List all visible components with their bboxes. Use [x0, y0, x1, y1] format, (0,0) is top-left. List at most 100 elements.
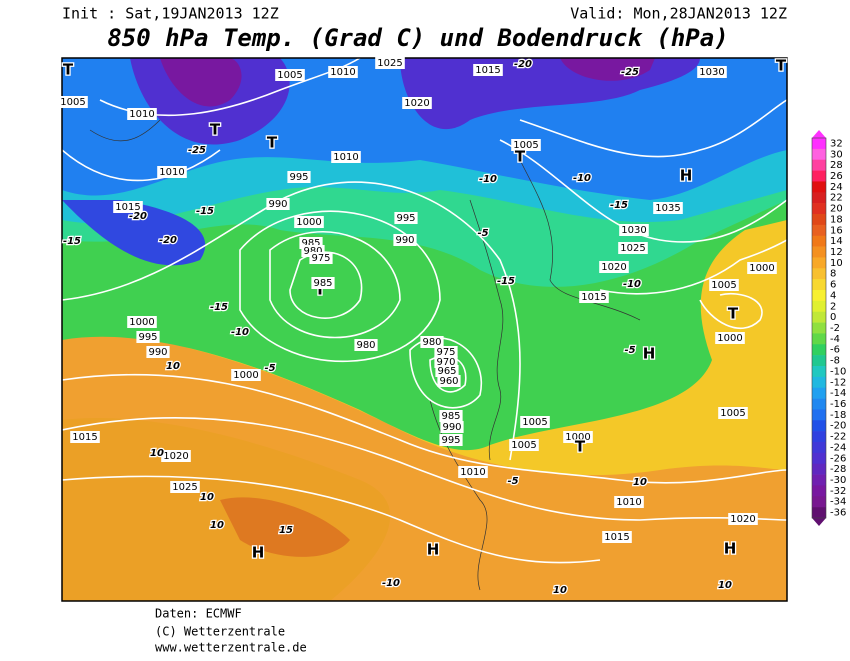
map-frame	[61, 57, 788, 602]
pressure-label: 970	[436, 357, 455, 368]
pressure-label-box	[728, 513, 758, 525]
colorbar-tick-label: -2	[830, 323, 840, 334]
pressure-system: H	[427, 541, 440, 559]
pressure-label-box	[697, 66, 727, 78]
colorbar-tick-label: 30	[830, 149, 843, 160]
pressure-system: H	[252, 544, 265, 562]
colorbar-tick-label: 10	[830, 258, 843, 269]
temperature-label: -15	[610, 200, 628, 211]
pressure-label-box	[718, 407, 748, 419]
colorbar-segment	[812, 485, 826, 497]
pressure-label-box	[146, 346, 170, 358]
pressure-label-box	[420, 336, 444, 348]
colorbar-tick-label: 0	[830, 312, 836, 323]
colorbar-segment	[812, 420, 826, 432]
footer-source: Daten: ECMWF	[155, 607, 242, 621]
pressure-label: 1025	[620, 243, 645, 254]
temperature-label: 15	[279, 525, 293, 536]
pressure-label-box	[437, 375, 461, 387]
temperature-label: -10	[573, 173, 591, 184]
pressure-label: 975	[311, 253, 330, 264]
colorbar-frame	[811, 137, 827, 519]
colorbar-segment	[812, 268, 826, 280]
pressure-label: 1025	[377, 58, 402, 69]
colorbar-segment	[812, 496, 826, 508]
pressure-label: 1015	[115, 202, 140, 213]
colorbar-tick-label: 16	[830, 225, 843, 236]
pressure-label: 990	[442, 422, 461, 433]
footer-copyright: (C) Wetterzentrale	[155, 625, 285, 639]
pressure-label: 1010	[616, 497, 641, 508]
pressure-system: T	[776, 57, 787, 75]
colorbar-tick-label: 26	[830, 171, 843, 182]
colorbar-segment	[812, 148, 826, 161]
pressure-label-box	[127, 108, 157, 120]
pressure-system: T	[63, 61, 74, 79]
temperature-label: 10	[553, 585, 567, 596]
colorbar-tick-label: 14	[830, 236, 843, 247]
colorbar-tick-label: -20	[830, 421, 846, 432]
colorbar-segment	[812, 366, 826, 378]
pressure-label-box	[58, 96, 88, 108]
init-time: Init : Sat,19JAN2013 12Z	[62, 5, 279, 23]
colorbar-segment	[812, 246, 826, 258]
colorbar-tick-label: 2	[830, 301, 836, 312]
pressure-label-box	[70, 431, 100, 443]
colorbar-bottom-arrow	[812, 518, 826, 526]
colorbar-tick-label: -8	[830, 356, 840, 367]
colorbar-segment	[812, 159, 826, 171]
pressure-label: 1020	[601, 262, 626, 273]
colorbar-tick-label: 28	[830, 160, 843, 171]
pressure-system: H	[724, 540, 737, 558]
map-title: 850 hPa Temp. (Grad C) und Bodendruck (h…	[107, 24, 728, 52]
temperature-label: 10	[200, 492, 214, 503]
pressure-label: 1000	[565, 432, 590, 443]
pressure-label-box	[157, 166, 187, 178]
pressure-label: 990	[268, 199, 287, 210]
pressure-label-box	[602, 531, 632, 543]
pressure-label: 995	[441, 435, 460, 446]
colorbar-tick-label: 6	[830, 280, 836, 291]
pressure-label-box	[618, 242, 648, 254]
colorbar-tick-label: -34	[830, 497, 846, 508]
pressure-label: 1010	[129, 109, 154, 120]
colorbar-segment	[812, 398, 826, 410]
pressure-label: 1020	[404, 98, 429, 109]
pressure-label-box	[473, 64, 503, 76]
pressure-label-box	[309, 252, 333, 264]
pressure-label: 1030	[621, 225, 646, 236]
pressure-label-box	[458, 466, 488, 478]
colorbar-tick-label: -4	[830, 334, 840, 345]
pressure-label: 980	[303, 246, 322, 257]
pressure-label-box	[653, 202, 683, 214]
colorbar-tick-label: -22	[830, 432, 846, 443]
colorbar-tick-label: -30	[830, 475, 846, 486]
pressure-label-box	[439, 434, 463, 446]
pressure-label: 980	[422, 337, 441, 348]
pressure-label-box	[127, 316, 157, 328]
colorbar-tick-label: -6	[830, 345, 840, 356]
pressure-label: 1015	[604, 532, 629, 543]
pressure-label-box	[709, 279, 739, 291]
pressure-label: 1005	[277, 70, 302, 81]
colorbar-segment	[812, 192, 826, 204]
pressure-label-box	[440, 421, 464, 433]
isobars	[62, 58, 787, 564]
pressure-label-box	[266, 198, 290, 210]
temperature-label: -5	[477, 228, 488, 239]
pressure-label-box	[394, 212, 418, 224]
colorbar-tick-label: -16	[830, 399, 846, 410]
colorbar-top-arrow	[812, 130, 826, 138]
pressure-label-box	[311, 277, 335, 289]
temperature-label: -10	[231, 327, 249, 338]
temperature-label: 10	[633, 477, 647, 488]
colorbar-segment	[812, 170, 826, 182]
temperature-label: 10	[718, 580, 732, 591]
colorbar-segment	[812, 355, 826, 367]
colorbar-tick-label: -36	[830, 508, 846, 519]
pressure-label-box	[402, 97, 432, 109]
temperature-label: -10	[479, 174, 497, 185]
pressure-label-box	[331, 151, 361, 163]
pressure-label: 1010	[159, 167, 184, 178]
